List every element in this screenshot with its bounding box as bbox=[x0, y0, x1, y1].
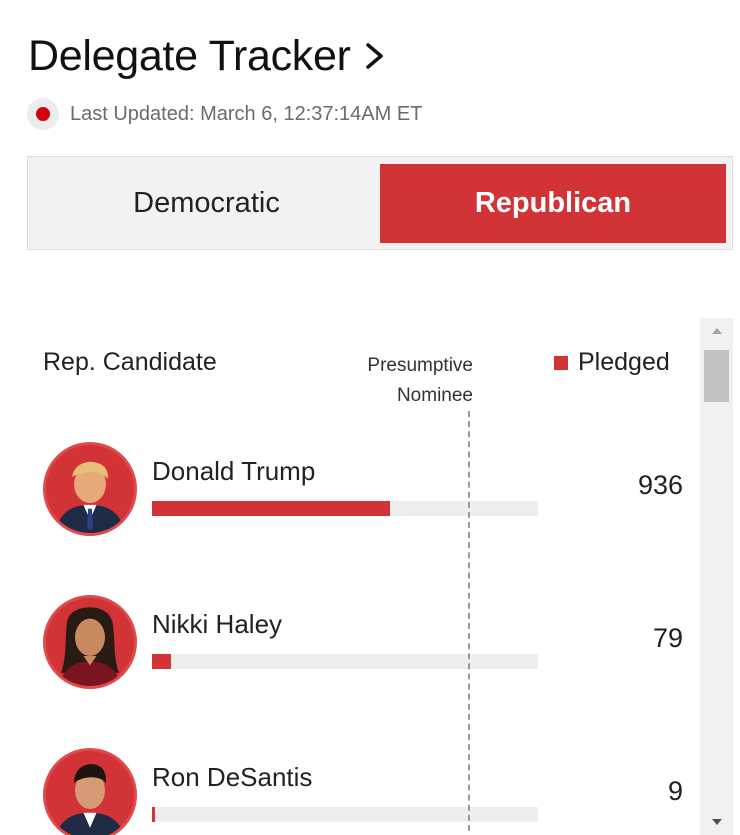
tab-democratic[interactable]: Democratic bbox=[133, 187, 280, 219]
party-toggle: Democratic Republican bbox=[27, 156, 733, 250]
last-updated-text: Last Updated: March 6, 12:37:14AM ET bbox=[70, 102, 423, 125]
person-portrait-icon bbox=[46, 751, 134, 835]
nominee-threshold-line bbox=[468, 411, 470, 835]
scroll-up-button[interactable] bbox=[700, 318, 733, 344]
pledged-bar-track bbox=[152, 807, 538, 822]
candidate-row: Donald Trump 936 bbox=[43, 442, 683, 552]
pledged-column-header: Pledged bbox=[578, 348, 670, 376]
pledged-legend: Pledged bbox=[554, 348, 670, 377]
pledged-count: 936 bbox=[637, 470, 683, 500]
candidate-name: Nikki Haley bbox=[152, 609, 283, 639]
pledged-bar bbox=[152, 654, 172, 669]
pledged-count: 79 bbox=[652, 623, 683, 653]
candidate-row: Nikki Haley 79 bbox=[43, 595, 683, 705]
triangle-down-icon bbox=[711, 819, 722, 825]
nominee-header-line1: Presumptive bbox=[367, 355, 473, 376]
pledged-bar bbox=[152, 807, 156, 822]
candidate-name: Ron DeSantis bbox=[152, 762, 313, 792]
vertical-scrollbar[interactable] bbox=[700, 318, 733, 835]
pledged-bar-track bbox=[152, 501, 538, 516]
last-updated-row: Last Updated: March 6, 12:37:14AM ET bbox=[27, 98, 422, 130]
presumptive-nominee-header: Presumptive Nominee bbox=[323, 351, 473, 411]
nominee-header-line2: Nominee bbox=[396, 385, 473, 406]
triangle-up-icon bbox=[711, 328, 722, 334]
person-portrait-icon bbox=[46, 598, 134, 686]
candidate-row: Ron DeSantis 9 bbox=[43, 748, 683, 835]
scroll-thumb[interactable] bbox=[704, 350, 729, 402]
tracker-title-link[interactable]: Delegate Tracker bbox=[28, 28, 387, 84]
pledged-legend-swatch bbox=[554, 355, 568, 370]
candidate-avatar bbox=[43, 442, 137, 536]
candidate-name: Donald Trump bbox=[152, 456, 316, 486]
delegate-list[interactable]: Rep. Candidate Presumptive Nominee Pledg… bbox=[27, 318, 733, 835]
candidate-column-header: Rep. Candidate bbox=[43, 348, 217, 376]
tab-republican[interactable]: Republican bbox=[380, 164, 726, 243]
person-portrait-icon bbox=[46, 445, 134, 533]
candidate-avatar bbox=[43, 748, 137, 835]
scroll-down-button[interactable] bbox=[700, 809, 733, 835]
pledged-bar-track bbox=[152, 654, 538, 669]
pledged-count: 9 bbox=[667, 776, 683, 806]
chevron-right-icon bbox=[365, 43, 383, 69]
live-dot-icon bbox=[27, 98, 59, 130]
page-title: Delegate Tracker bbox=[28, 31, 351, 80]
pledged-bar bbox=[152, 501, 391, 516]
candidate-avatar bbox=[43, 595, 137, 689]
